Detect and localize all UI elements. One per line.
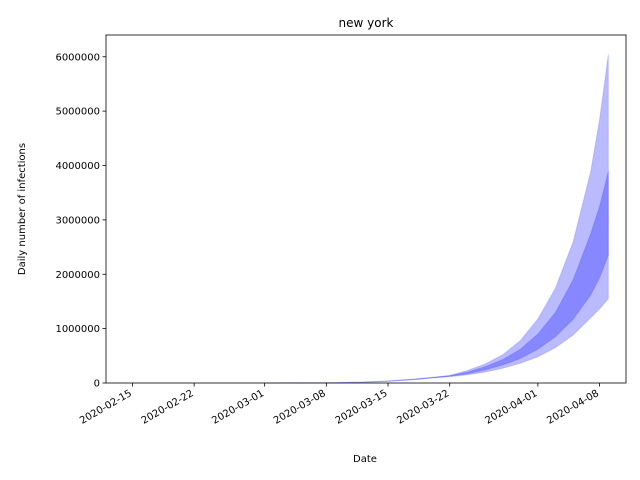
y-tick-label: 0 [94,379,100,390]
y-axis-label: Daily number of infections [17,143,28,275]
x-tick-label: 2020-03-15 [334,388,390,427]
y-tick-label: 1000000 [55,324,100,335]
x-tick-label: 2020-03-22 [395,388,451,427]
plot-frame [105,34,627,384]
x-tick-label: 2020-03-08 [272,388,328,427]
band-1 [264,53,609,384]
chart-title: new york [339,16,394,30]
y-tick-label: 4000000 [55,161,100,172]
y-tick-label: 2000000 [55,270,100,281]
x-tick-label: 2020-04-01 [484,388,540,427]
y-tick-label: 6000000 [55,52,100,63]
x-tick-label: 2020-04-08 [545,388,601,427]
x-tick-label: 2020-03-01 [210,388,266,427]
x-tick-label: 2020-02-22 [140,388,196,427]
x-axis-label: Date [353,454,377,465]
x-tick-label: 2020-02-15 [78,388,134,427]
axes: 0 1000000 2000000 3000000 4000000 5000000 6000… [55,34,627,427]
band-layer [264,53,609,384]
band-2 [264,170,609,384]
y-tick-label: 3000000 [55,215,100,226]
y-tick-label: 5000000 [55,107,100,118]
